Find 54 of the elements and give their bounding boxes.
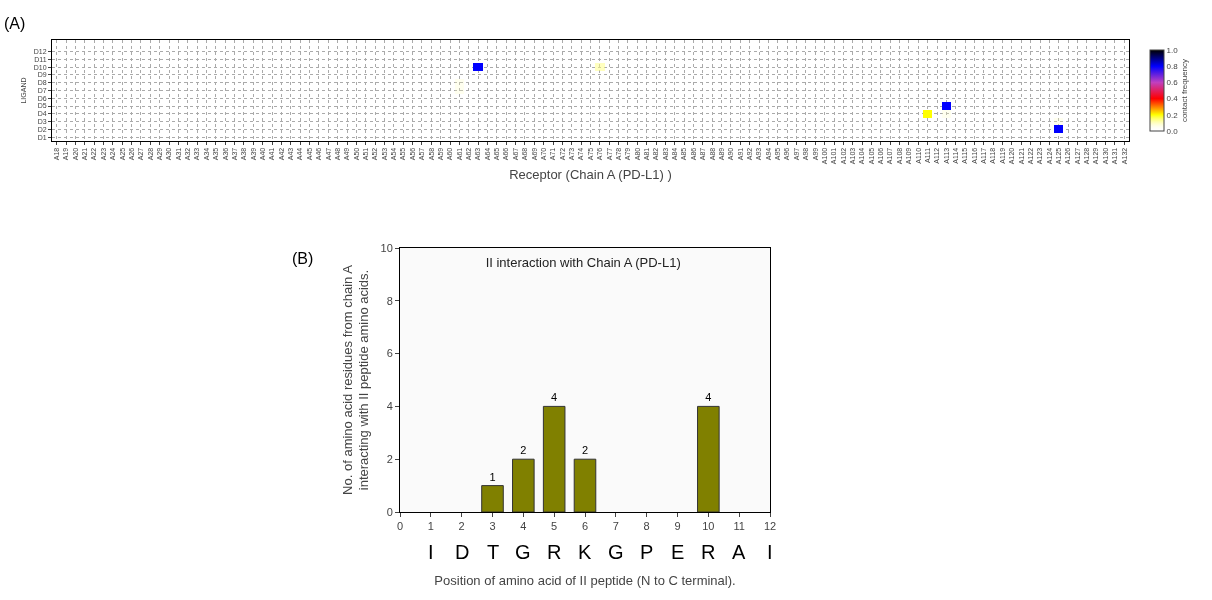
text: K bbox=[578, 541, 592, 563]
text: A bbox=[732, 541, 746, 563]
bar bbox=[542, 405, 566, 512]
text: T bbox=[487, 541, 500, 563]
bar bbox=[697, 405, 720, 512]
text: E bbox=[671, 541, 685, 563]
x-tick-label: 8 bbox=[643, 520, 650, 533]
y-tick-label: 8 bbox=[386, 294, 393, 307]
x-axis-title: Receptor (Chain A (PD-L1) ) bbox=[509, 166, 672, 182]
x-tick-label: 7 bbox=[612, 520, 619, 533]
y-tick-label: 4 bbox=[386, 400, 393, 413]
text: G bbox=[515, 541, 531, 563]
text: (B) bbox=[292, 250, 314, 267]
text: I bbox=[767, 541, 773, 563]
x-tick-label: 2 bbox=[458, 520, 465, 533]
color-bar-label: 1.0 bbox=[1166, 45, 1179, 55]
x-tick-label: 0 bbox=[396, 520, 404, 533]
x-tick-label: 12 bbox=[763, 520, 777, 533]
x-tick-label: 9 bbox=[674, 520, 681, 533]
x-tick-label: 5 bbox=[551, 520, 558, 533]
bar bbox=[512, 458, 535, 512]
data-label: 2 bbox=[520, 444, 527, 457]
text: D bbox=[455, 541, 470, 563]
text: R bbox=[701, 541, 716, 563]
y-tick-label: 6 bbox=[386, 347, 393, 360]
data-label: 2 bbox=[581, 444, 589, 457]
x-tick-label: 11 bbox=[733, 520, 745, 533]
y-tick-label: 10 bbox=[380, 241, 393, 254]
x-tick-label: 4 bbox=[520, 520, 527, 533]
text: G bbox=[608, 541, 624, 563]
text: P bbox=[640, 541, 654, 563]
data-label: 1 bbox=[489, 470, 496, 483]
text: II interaction with Chain A (PD-L1) bbox=[485, 254, 681, 270]
y-axis-title: No. of amino acid residues from chain A interacting with II peptide amino acids. bbox=[339, 264, 372, 495]
data-label: 4 bbox=[551, 391, 558, 404]
text: R bbox=[547, 541, 562, 563]
color-bar-label: 0.4 bbox=[1166, 94, 1179, 104]
data-label: 4 bbox=[705, 391, 712, 404]
x-tick-label: 10 bbox=[702, 520, 715, 533]
color-bar-label: 0.0 bbox=[1166, 126, 1179, 136]
color-bar-label: 0.2 bbox=[1166, 110, 1179, 120]
x-tick-label: 6 bbox=[581, 520, 589, 533]
text: (A) bbox=[4, 15, 26, 32]
x-tick-label: 1 bbox=[427, 520, 434, 533]
x-axis-title: Position of amino acid of II peptide (N to C terminal). bbox=[434, 572, 736, 588]
color-bar-title: contact frequency bbox=[1180, 58, 1190, 123]
y-tick-label: 2 bbox=[386, 453, 393, 466]
color-bar-label: 0.6 bbox=[1166, 78, 1179, 88]
text: I bbox=[428, 541, 434, 563]
bar bbox=[573, 458, 597, 512]
y-tick-label: 0 bbox=[386, 505, 393, 518]
bar bbox=[481, 485, 504, 512]
x-tick-label: 3 bbox=[489, 520, 496, 533]
color-bar-label: 0.8 bbox=[1166, 62, 1179, 71]
